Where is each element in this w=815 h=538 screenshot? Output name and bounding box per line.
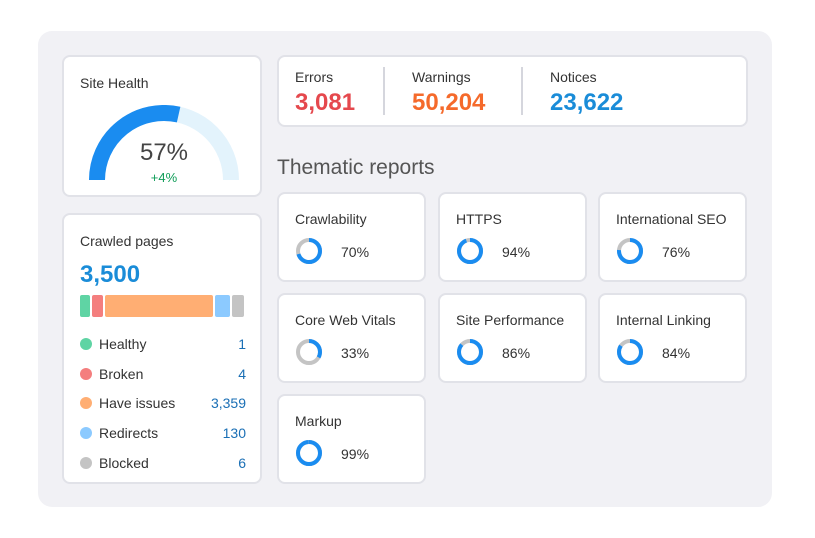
report-tile-crawlability[interactable]: Crawlability 70%	[277, 192, 426, 282]
bar-segment-broken	[92, 295, 103, 317]
report-percent: 70%	[341, 244, 370, 260]
legend-value[interactable]: 1	[238, 335, 246, 352]
legend-name: Healthy	[99, 335, 147, 352]
healthy-dot	[80, 337, 92, 350]
site-health-delta: +4%	[150, 170, 178, 185]
legend-value[interactable]: 6	[238, 455, 246, 472]
legend-row-blocked[interactable]: Blocked 6	[80, 448, 246, 478]
report-tile-https[interactable]: HTTPS 94%	[438, 192, 587, 282]
site-health-label: Site Health	[80, 75, 149, 91]
donut-fill	[296, 238, 322, 264]
donut-fill	[457, 238, 483, 264]
site-health-gauge	[89, 105, 239, 181]
bar-segment-redirects	[215, 295, 230, 317]
report-name: HTTPS	[456, 211, 502, 227]
report-name: Markup	[295, 413, 342, 429]
bar-segment-blocked	[232, 295, 244, 317]
report-tile-international-seo[interactable]: International SEO 76%	[598, 192, 747, 282]
notices-label: Notices	[550, 69, 597, 85]
donut-fill	[617, 238, 643, 264]
crawled-pages-label: Crawled pages	[80, 233, 174, 249]
errors-label: Errors	[295, 69, 334, 85]
gauge-fill	[89, 105, 181, 181]
report-percent: 99%	[341, 446, 370, 462]
legend-name: Blocked	[99, 455, 149, 472]
site-health-card[interactable]: Site Health 57% +4%	[62, 55, 262, 197]
notices-stat[interactable]: Notices 23,622	[550, 57, 650, 125]
report-percent: 84%	[662, 345, 691, 361]
donut-fill	[617, 339, 643, 365]
report-donut	[457, 339, 483, 365]
report-name: Site Performance	[456, 312, 565, 328]
legend-name: Have issues	[99, 395, 176, 412]
report-tile-markup[interactable]: Markup 99%	[277, 394, 426, 484]
warnings-value: 50,204	[412, 89, 486, 116]
report-percent: 76%	[662, 244, 691, 260]
report-percent: 94%	[502, 244, 531, 260]
errors-stat[interactable]: Errors 3,081	[295, 57, 375, 125]
divider	[521, 67, 523, 115]
issues-summary-card: Errors 3,081 Warnings 50,204 Notices 23,…	[277, 55, 748, 127]
crawled-pages-card[interactable]: Crawled pages 3,500 Healthy 1 Broken 4 H…	[62, 213, 262, 484]
report-donut	[296, 238, 322, 264]
thematic-reports-title: Thematic reports	[277, 156, 435, 179]
redirects-dot	[80, 427, 92, 440]
crawled-pages-bar	[80, 295, 246, 317]
report-tile-core-web-vitals[interactable]: Core Web Vitals 33%	[277, 293, 426, 383]
legend-value[interactable]: 130	[222, 425, 246, 442]
legend-value[interactable]: 4	[238, 365, 246, 382]
warnings-stat[interactable]: Warnings 50,204	[412, 57, 512, 125]
report-tile-site-performance[interactable]: Site Performance 86%	[438, 293, 587, 383]
warnings-label: Warnings	[412, 69, 471, 85]
dashboard-panel: Site Health 57% +4% Crawled pages 3,500 …	[38, 31, 772, 507]
blocked-dot	[80, 457, 92, 470]
report-tile-internal-linking[interactable]: Internal Linking 84%	[598, 293, 747, 383]
report-donut	[617, 339, 643, 365]
legend-row-healthy[interactable]: Healthy 1	[80, 329, 246, 359]
notices-value: 23,622	[550, 89, 624, 116]
legend-name: Redirects	[99, 425, 159, 442]
site-health-percent: 57%	[139, 139, 189, 166]
crawled-pages-legend: Healthy 1 Broken 4 Have issues 3,359 Red…	[80, 329, 246, 478]
divider	[383, 67, 385, 115]
have-issues-dot	[80, 397, 92, 410]
report-percent: 86%	[502, 345, 531, 361]
crawled-pages-total: 3,500	[80, 261, 141, 288]
report-percent: 33%	[341, 345, 370, 361]
report-donut	[296, 440, 322, 466]
legend-name: Broken	[99, 365, 144, 382]
errors-value: 3,081	[295, 89, 356, 116]
legend-row-have-issues[interactable]: Have issues 3,359	[80, 389, 246, 419]
donut-fill	[296, 440, 322, 466]
legend-row-redirects[interactable]: Redirects 130	[80, 418, 246, 448]
report-name: Internal Linking	[616, 312, 711, 328]
broken-dot	[80, 367, 92, 380]
report-donut	[296, 339, 322, 365]
legend-row-broken[interactable]: Broken 4	[80, 359, 246, 389]
report-name: International SEO	[616, 211, 727, 227]
legend-value[interactable]: 3,359	[210, 395, 246, 412]
report-name: Core Web Vitals	[295, 312, 396, 328]
donut-fill	[457, 339, 483, 365]
bar-segment-healthy	[80, 295, 90, 317]
report-donut	[457, 238, 483, 264]
bar-segment-have-issues	[105, 295, 213, 317]
report-donut	[617, 238, 643, 264]
donut-fill	[296, 339, 322, 365]
report-name: Crawlability	[295, 211, 367, 227]
